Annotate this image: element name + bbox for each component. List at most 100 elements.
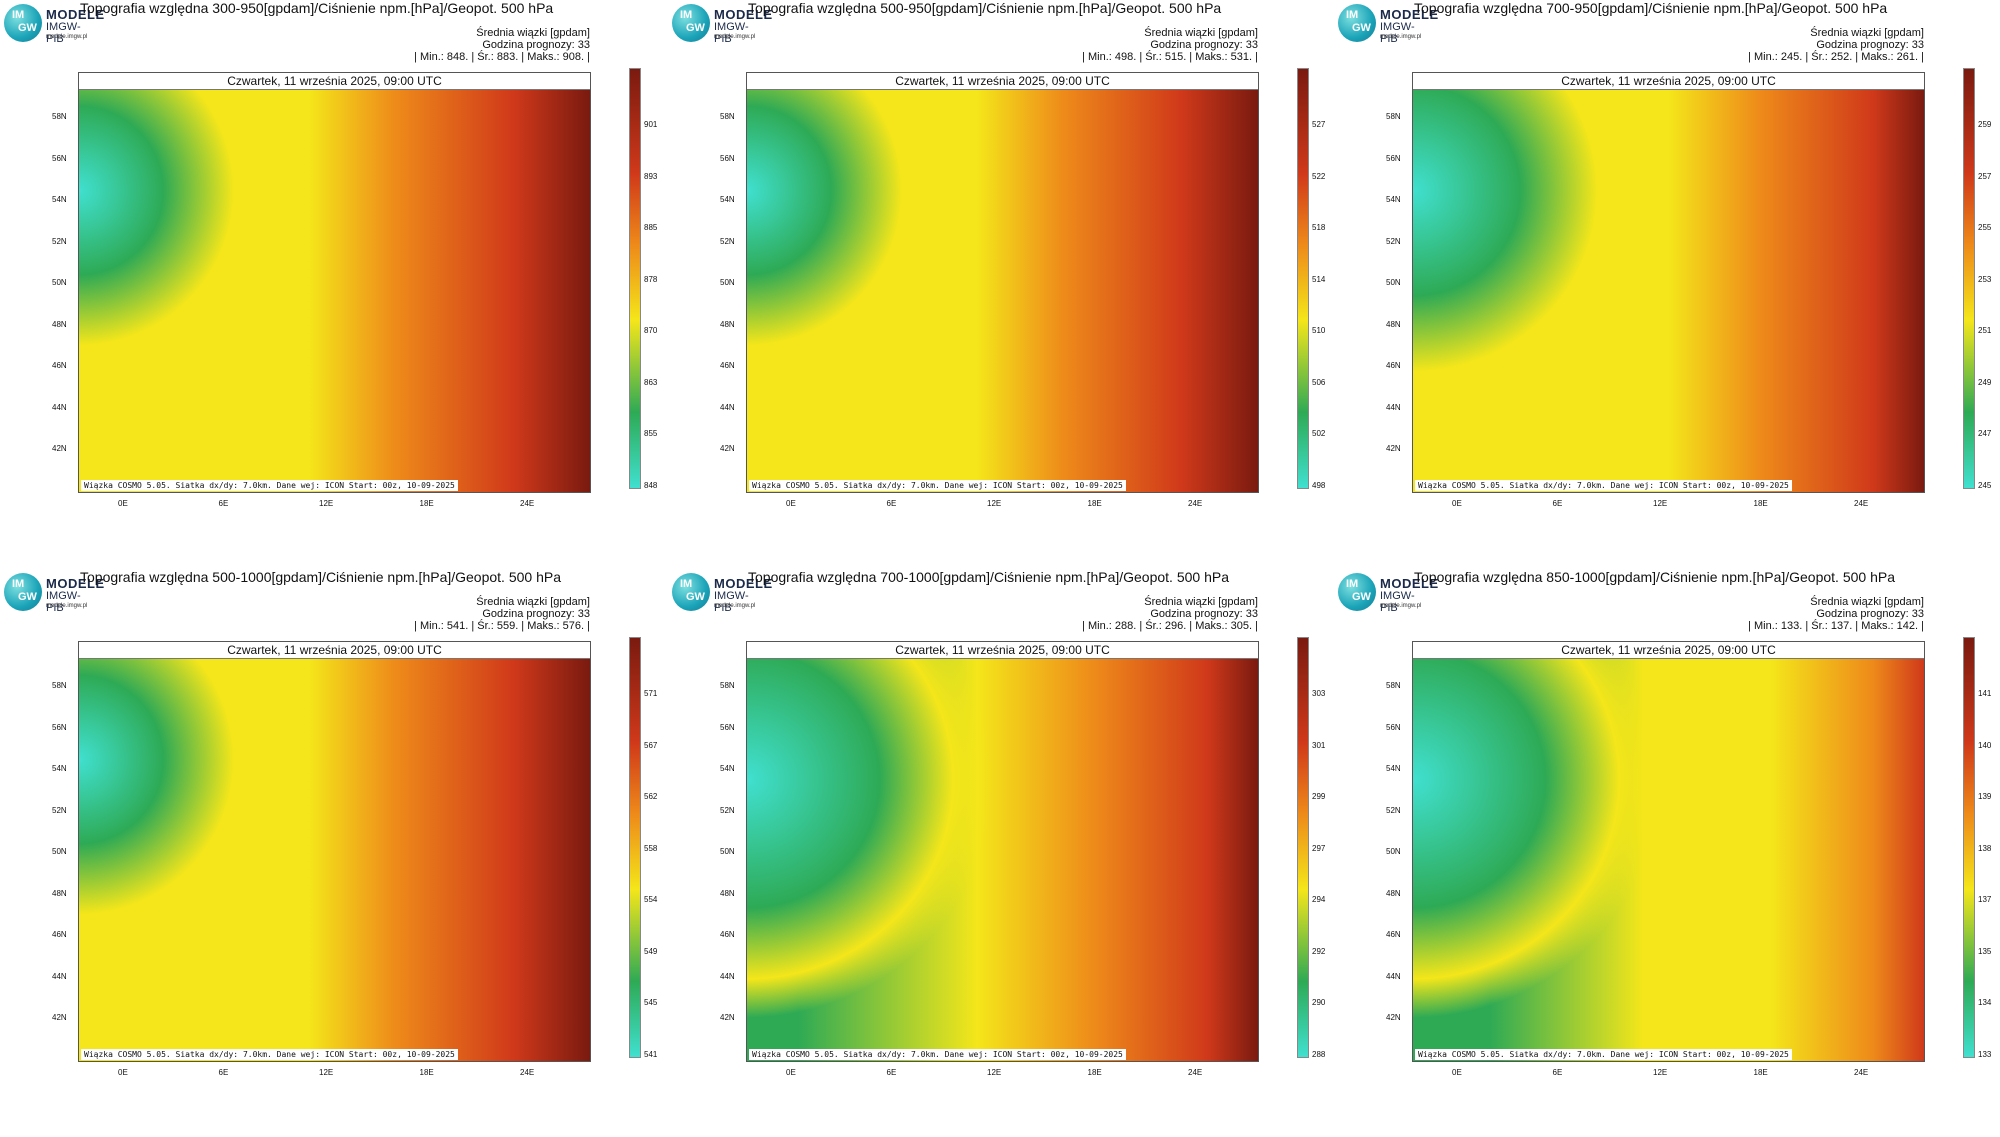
longitude-label: 12E — [1653, 499, 1668, 508]
colorbar-tick: 506 — [1312, 377, 1326, 387]
colorbar-tick: 848 — [644, 480, 658, 490]
model-footer: Wiązka COSMO 5.05. Siatka dx/dy: 7.0km. … — [81, 1049, 458, 1060]
colorbar-tick: 303 — [1312, 689, 1326, 698]
logo-line3: modele.imgw.pl — [714, 34, 756, 40]
panel-info: Średnia wiązki [gpdam] Godzina prognozy:… — [1082, 27, 1258, 63]
colorbar-tick: 290 — [1312, 998, 1326, 1007]
latitude-label: 54N — [1386, 195, 1401, 204]
model-footer: Wiązka COSMO 5.05. Siatka dx/dy: 7.0km. … — [749, 1049, 1126, 1060]
colorbar-tick: 137 — [1978, 895, 1992, 904]
model-footer: Wiązka COSMO 5.05. Siatka dx/dy: 7.0km. … — [1415, 1049, 1792, 1060]
colorbar-tick: 893 — [644, 171, 658, 181]
colorbar-tick: 135 — [1978, 946, 1992, 956]
logo-line2: IMGW-PIB — [1380, 590, 1415, 614]
latitude-label: 52N — [1386, 236, 1401, 246]
longitude-label: 0E — [118, 499, 128, 508]
colorbar-tick: 541 — [644, 1049, 658, 1059]
logo-line1: MODELE — [714, 7, 773, 22]
longitude-label: 6E — [1552, 499, 1563, 508]
colorbar — [1963, 68, 1975, 489]
latitude-label: 44N — [720, 402, 735, 412]
longitude-label: 24E — [1854, 499, 1869, 508]
map-panel: IM GW MODELE IMGW-PIB modele.imgw.pl Top… — [668, 0, 1328, 560]
latitude-label: 50N — [720, 847, 735, 856]
map-field — [747, 90, 1258, 492]
logo-badge-icon: IM GW — [4, 573, 42, 611]
logo-badge-icon: IM GW — [1338, 4, 1376, 42]
logo-line2: IMGW-PIB — [714, 590, 749, 614]
logo-im: IM — [680, 9, 693, 21]
imgw-logo: IM GW MODELE IMGW-PIB modele.imgw.pl — [4, 573, 104, 614]
valid-date: Czwartek, 11 września 2025, 09:00 UTC — [79, 642, 590, 659]
valid-date: Czwartek, 11 września 2025, 09:00 UTC — [747, 642, 1258, 659]
map-field — [1413, 659, 1924, 1061]
logo-im: IM — [12, 578, 25, 590]
map-panel: IM GW MODELE IMGW-PIB modele.imgw.pl Top… — [0, 569, 660, 1129]
longitude-label: 6E — [218, 1068, 229, 1077]
latitude-label: 42N — [52, 444, 67, 453]
model-footer: Wiązka COSMO 5.05. Siatka dx/dy: 7.0km. … — [81, 480, 458, 491]
latitude-label: 56N — [52, 722, 67, 732]
colorbar-tick: 545 — [644, 998, 658, 1007]
logo-line1: MODELE — [1380, 7, 1439, 22]
stats-line: | Min.: 133. | Śr.: 137. | Maks.: 142. | — [1748, 620, 1924, 632]
latitude-label: 44N — [52, 971, 67, 981]
latitude-label: 42N — [720, 444, 735, 453]
imgw-logo: IM GW MODELE IMGW-PIB modele.imgw.pl — [1338, 4, 1438, 45]
colorbar-tick: 518 — [1312, 223, 1326, 232]
colorbar-tick: 249 — [1978, 377, 1992, 387]
valid-date: Czwartek, 11 września 2025, 09:00 UTC — [1413, 642, 1924, 659]
colorbar — [629, 68, 641, 489]
stats-line: | Min.: 498. | Śr.: 515. | Maks.: 531. | — [1082, 51, 1258, 63]
panel-info: Średnia wiązki [gpdam] Godzina prognozy:… — [414, 27, 590, 63]
ensemble-mean-label: Średnia wiązki [gpdam] — [476, 596, 590, 608]
colorbar-tick: 863 — [644, 377, 658, 387]
longitude-label: 18E — [1087, 499, 1102, 508]
longitude-label: 12E — [987, 1068, 1002, 1077]
logo-im: IM — [1346, 578, 1359, 590]
logo-badge-icon: IM GW — [1338, 573, 1376, 611]
map-panel: IM GW MODELE IMGW-PIB modele.imgw.pl Top… — [1334, 569, 1994, 1129]
colorbar-tick: 502 — [1312, 429, 1326, 438]
panel-title: Topografia względna 300-950[gpdam]/Ciśni… — [80, 0, 554, 16]
colorbar-tick: 247 — [1978, 429, 1992, 438]
forecast-hour: Godzina prognozy: 33 — [482, 608, 590, 620]
longitude-label: 0E — [1452, 1068, 1462, 1077]
colorbar-tick: 855 — [644, 429, 658, 438]
colorbar-tick: 294 — [1312, 895, 1326, 904]
forecast-hour: Godzina prognozy: 33 — [482, 39, 590, 51]
latitude-label: 42N — [1386, 444, 1401, 453]
latitude-label: 44N — [52, 402, 67, 412]
longitude-label: 18E — [1753, 499, 1768, 508]
latitude-label: 46N — [52, 361, 67, 370]
longitude-label: 0E — [786, 1068, 796, 1077]
imgw-logo: IM GW MODELE IMGW-PIB modele.imgw.pl — [672, 573, 772, 614]
logo-gw: GW — [1352, 591, 1371, 603]
latitude-label: 42N — [1386, 1013, 1401, 1022]
longitude-label: 18E — [419, 1068, 434, 1077]
latitude-label: 50N — [52, 278, 67, 287]
forecast-hour: Godzina prognozy: 33 — [1150, 608, 1258, 620]
colorbar-tick: 139 — [1978, 792, 1992, 801]
logo-line2: IMGW-PIB — [714, 21, 749, 45]
colorbar-tick: 567 — [644, 740, 658, 750]
latitude-label: 42N — [52, 1013, 67, 1022]
longitude-label: 18E — [1087, 1068, 1102, 1077]
logo-line1: MODELE — [46, 7, 105, 22]
longitude-label: 24E — [1188, 499, 1203, 508]
logo-line3: modele.imgw.pl — [1380, 603, 1422, 609]
model-footer: Wiązka COSMO 5.05. Siatka dx/dy: 7.0km. … — [749, 480, 1126, 491]
colorbar-tick: 870 — [644, 326, 658, 335]
map-frame: Czwartek, 11 września 2025, 09:00 UTC Wi… — [746, 72, 1259, 493]
latitude-label: 52N — [720, 805, 735, 815]
colorbar-tick: 245 — [1978, 480, 1992, 490]
colorbar — [1297, 637, 1309, 1058]
colorbar — [629, 637, 641, 1058]
latitude-label: 58N — [1386, 112, 1401, 121]
latitude-label: 50N — [52, 847, 67, 856]
stats-line: | Min.: 245. | Śr.: 252. | Maks.: 261. | — [1748, 51, 1924, 63]
longitude-label: 0E — [1452, 499, 1462, 508]
map-field — [747, 659, 1258, 1061]
imgw-logo: IM GW MODELE IMGW-PIB modele.imgw.pl — [1338, 573, 1438, 614]
ensemble-mean-label: Średnia wiązki [gpdam] — [1144, 27, 1258, 39]
